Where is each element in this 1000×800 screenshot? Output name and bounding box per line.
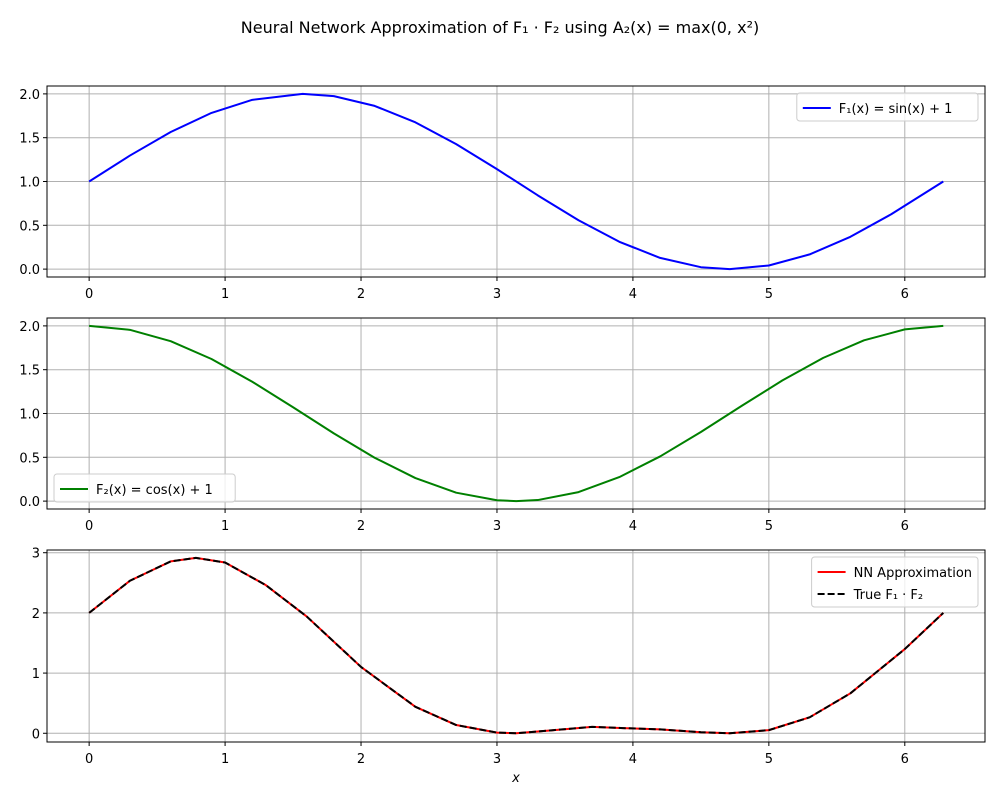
x-tick-label: 2	[357, 287, 365, 302]
series-line-2	[88, 556, 944, 735]
x-tick-label: 3	[493, 519, 501, 534]
legend-label: F₁(x) = sin(x) + 1	[839, 102, 953, 117]
subplot-1: 0 1 2 3 4 5 6 0.0 0.5 1.0 1.5 2.0 F₁(x) = sin(x) + 1	[19, 85, 986, 302]
legend-box	[811, 556, 979, 608]
x-tick-label: 1	[221, 287, 229, 302]
x-tick-label: 5	[765, 519, 773, 534]
legend: F₁(x) = sin(x) + 1	[796, 92, 979, 122]
y-tick-label: 2.0	[19, 320, 40, 335]
y-tick-label: 1	[32, 667, 40, 682]
x-tick-label: 4	[629, 287, 637, 302]
y-tick-label: 0.5	[19, 451, 40, 466]
y-tick-label: 3	[32, 547, 40, 562]
x-tick-label: 0	[85, 519, 93, 534]
series-line-1	[88, 92, 944, 271]
x-tick-label: 0	[85, 287, 93, 302]
legend: F₂(x) = cos(x) + 1	[53, 473, 236, 503]
y-tick-label: 0	[32, 727, 40, 742]
legend-label: NN Approximation	[854, 566, 972, 581]
subplot-2: 0 1 2 3 4 5 6 0.0 0.5 1.0 1.5 2.0 F₂(x) = cos(x) + 1	[19, 317, 986, 534]
legend-box	[53, 473, 236, 503]
x-tick-label: 1	[221, 752, 229, 767]
legend-box	[796, 92, 979, 122]
x-tick-label: 4	[629, 519, 637, 534]
y-tick-label: 1.5	[19, 132, 40, 147]
legend-label: F₂(x) = cos(x) + 1	[96, 483, 213, 498]
y-tick-label: 0.5	[19, 219, 40, 234]
x-tick-label: 3	[493, 752, 501, 767]
x-axis-label: x	[511, 771, 520, 786]
x-tick-label: 5	[765, 287, 773, 302]
axes-frame	[46, 549, 986, 743]
x-tick-label: 5	[765, 752, 773, 767]
y-tick-label: 0.0	[19, 263, 40, 278]
x-tick-label: 3	[493, 287, 501, 302]
y-tick-label: 0.0	[19, 495, 40, 510]
subplots: 0 1 2 3 4 5 6 0.0 0.5 1.0 1.5 2.0 F₁(x) = sin(x) + 1…	[19, 85, 986, 786]
y-tick-label: 1.0	[19, 408, 40, 423]
x-tick-label: 6	[901, 752, 909, 767]
y-tick-label: 2	[32, 607, 40, 622]
y-tick-label: 1.5	[19, 364, 40, 379]
x-tick-label: 6	[901, 519, 909, 534]
y-tick-label: 1.0	[19, 176, 40, 191]
x-tick-label: 1	[221, 519, 229, 534]
legend-label: True F₁ · F₂	[853, 588, 924, 603]
figure-title: Neural Network Approximation of F₁ · F₂ …	[241, 18, 759, 37]
legend: NN Approximation True F₁ · F₂	[811, 556, 979, 608]
x-tick-label: 4	[629, 752, 637, 767]
series-line-1	[89, 324, 944, 503]
x-tick-label: 2	[357, 752, 365, 767]
y-tick-label: 2.0	[19, 88, 40, 103]
x-tick-label: 0	[85, 752, 93, 767]
x-tick-label: 2	[357, 519, 365, 534]
x-tick-label: 6	[901, 287, 909, 302]
